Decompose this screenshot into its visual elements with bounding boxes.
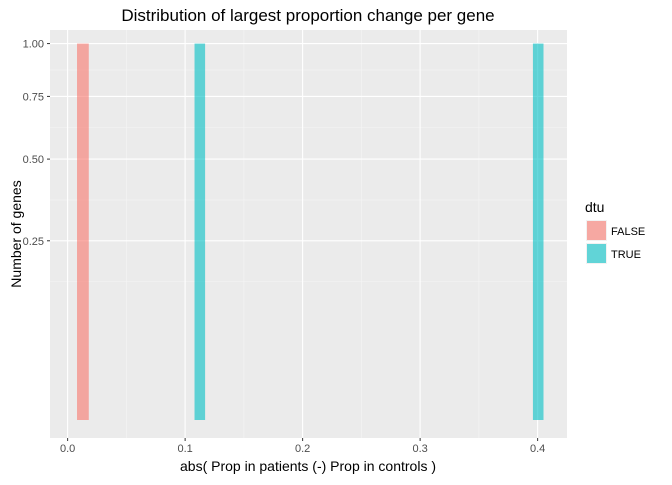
y-axis: 0.25 0.50 0.75 1.00 bbox=[23, 39, 50, 248]
chart-title: Distribution of largest proportion chang… bbox=[121, 6, 494, 25]
x-tick-label: 0.1 bbox=[177, 443, 192, 455]
x-tick-label: 0.3 bbox=[412, 443, 427, 455]
legend-title: dtu bbox=[585, 199, 604, 215]
bar-false bbox=[77, 43, 89, 421]
x-tick-label: 0.2 bbox=[295, 443, 310, 455]
x-tick-label: 0.4 bbox=[530, 443, 545, 455]
legend-key-true bbox=[587, 244, 606, 263]
x-axis: 0.0 0.1 0.2 0.3 0.4 bbox=[60, 438, 545, 455]
bar-true bbox=[532, 43, 544, 421]
legend: dtu FALSE TRUE bbox=[585, 199, 645, 264]
y-axis-title: Number of genes bbox=[8, 180, 24, 287]
y-tick-label: 0.50 bbox=[23, 154, 44, 166]
x-axis-title: abs( Prop in patients (-) Prop in contro… bbox=[180, 458, 436, 474]
grid-minor bbox=[50, 30, 567, 438]
panel-background bbox=[50, 30, 567, 438]
y-tick-label: 1.00 bbox=[23, 39, 44, 51]
legend-label-true: TRUE bbox=[611, 249, 641, 261]
bar-true bbox=[194, 43, 206, 421]
legend-label-false: FALSE bbox=[611, 226, 645, 238]
x-tick-label: 0.0 bbox=[60, 443, 75, 455]
legend-key-false bbox=[587, 221, 606, 240]
y-tick-label: 0.25 bbox=[23, 236, 44, 248]
bars bbox=[77, 43, 544, 421]
y-tick-label: 0.75 bbox=[23, 91, 44, 103]
